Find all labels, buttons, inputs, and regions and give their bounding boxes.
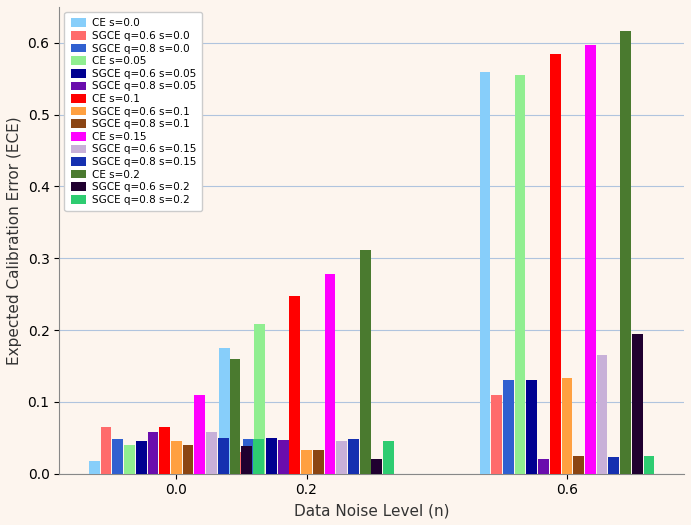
Bar: [384, 441, 394, 474]
Bar: [491, 395, 502, 474]
Bar: [643, 456, 654, 474]
Bar: [171, 442, 182, 474]
Bar: [574, 456, 584, 474]
Bar: [148, 432, 158, 474]
Bar: [290, 297, 300, 474]
Bar: [348, 439, 359, 474]
Bar: [620, 30, 631, 474]
Bar: [101, 427, 111, 474]
Bar: [608, 457, 619, 474]
Bar: [585, 45, 596, 474]
Bar: [243, 439, 254, 474]
Bar: [218, 438, 229, 474]
Bar: [229, 359, 240, 474]
Bar: [254, 324, 265, 474]
Bar: [538, 459, 549, 474]
X-axis label: Data Noise Level (n): Data Noise Level (n): [294, 503, 449, 518]
Bar: [241, 446, 252, 474]
Bar: [182, 445, 193, 474]
Bar: [219, 348, 230, 474]
Bar: [372, 459, 382, 474]
Legend: CE s=0.0, SGCE q=0.6 s=0.0, SGCE q=0.8 s=0.0, CE s=0.05, SGCE q=0.6 s=0.05, SGCE: CE s=0.0, SGCE q=0.6 s=0.0, SGCE q=0.8 s…: [64, 12, 202, 211]
Bar: [301, 450, 312, 474]
Bar: [596, 355, 607, 474]
Bar: [194, 395, 205, 474]
Bar: [562, 378, 572, 474]
Y-axis label: Expected Calibration Error (ECE): Expected Calibration Error (ECE): [7, 116, 22, 365]
Bar: [632, 334, 643, 474]
Bar: [360, 250, 370, 474]
Bar: [231, 452, 242, 474]
Bar: [313, 450, 323, 474]
Bar: [136, 442, 146, 474]
Bar: [550, 54, 560, 474]
Bar: [253, 439, 264, 474]
Bar: [278, 440, 289, 474]
Bar: [159, 427, 170, 474]
Bar: [503, 381, 513, 474]
Bar: [515, 75, 525, 474]
Bar: [527, 380, 537, 474]
Bar: [206, 432, 217, 474]
Bar: [124, 445, 135, 474]
Bar: [89, 461, 100, 474]
Bar: [113, 439, 123, 474]
Bar: [337, 442, 347, 474]
Bar: [266, 438, 277, 474]
Bar: [325, 274, 335, 474]
Bar: [480, 71, 491, 474]
